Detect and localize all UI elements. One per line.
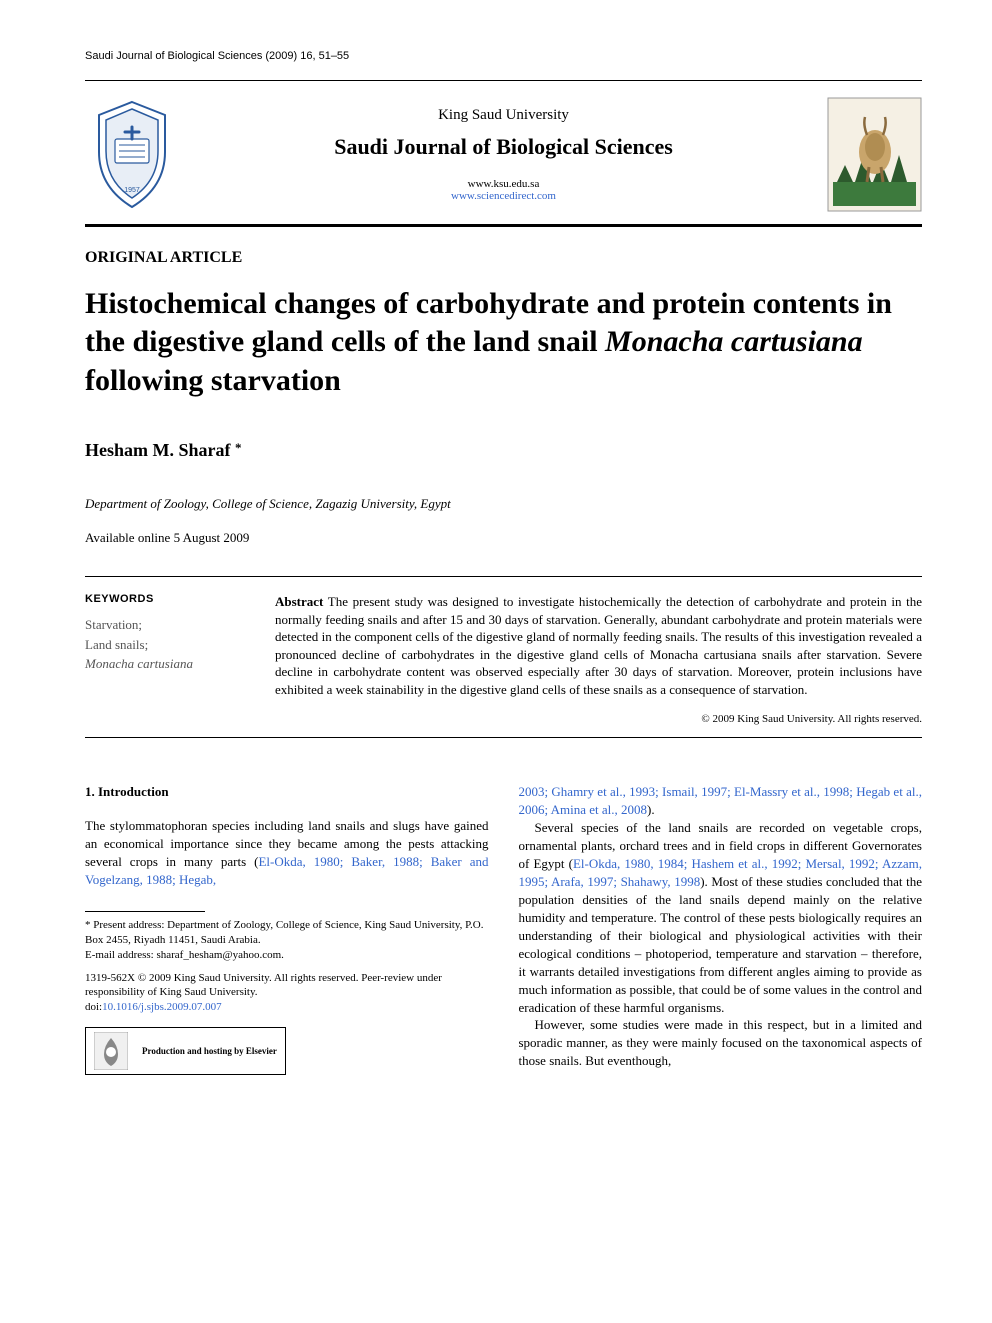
abstract-label: Abstract <box>275 594 323 609</box>
body-columns: 1. Introduction The stylommatophoran spe… <box>85 783 922 1075</box>
svg-text:1957: 1957 <box>124 187 140 194</box>
abstract-body: The present study was designed to invest… <box>275 594 922 697</box>
column-right: 2003; Ghamry et al., 1993; Ismail, 1997;… <box>519 783 923 1075</box>
abstract-text: Abstract The present study was designed … <box>275 593 922 698</box>
footnote-issn: 1319-562X © 2009 King Saud University. A… <box>85 971 489 1016</box>
title-italic: Monacha cartusiana <box>605 325 863 358</box>
journal-society: King Saud University <box>180 107 827 124</box>
article-type: ORIGINAL ARTICLE <box>85 249 922 267</box>
author-line: Hesham M. Sharaf * <box>85 440 922 461</box>
running-header: Saudi Journal of Biological Sciences (20… <box>85 50 922 62</box>
university-logo: 1957 <box>85 97 180 212</box>
journal-header: 1957 King Saud University Saudi Journal … <box>85 89 922 224</box>
abstract-column: Abstract The present study was designed … <box>275 593 922 727</box>
intro-para-1: The stylommatophoran species including l… <box>85 817 489 889</box>
corresponding-marker: * <box>235 440 242 455</box>
footnote-email: E-mail address: sharaf_hesham@yahoo.com. <box>85 949 284 961</box>
elsevier-block: Production and hosting by Elsevier <box>85 1027 286 1075</box>
divider-thick <box>85 224 922 227</box>
elsevier-logo-icon <box>94 1032 128 1070</box>
doi-prefix: doi: <box>85 1001 102 1013</box>
footnote-rule <box>85 911 205 912</box>
journal-links: www.ksu.edu.sa www.sciencedirect.com <box>180 178 827 202</box>
keywords-column: KEYWORDS Starvation; Land snails; Monach… <box>85 593 245 727</box>
footnote-issn-text: 1319-562X © 2009 King Saud University. A… <box>85 972 442 999</box>
section-heading-intro: 1. Introduction <box>85 783 489 801</box>
intro-para-1-cont: 2003; Ghamry et al., 1993; Ismail, 1997;… <box>519 783 923 819</box>
elsevier-text: Production and hosting by Elsevier <box>142 1045 277 1057</box>
footnote-corresponding: * Present address: Department of Zoology… <box>85 918 489 963</box>
keyword-3: Monacha cartusiana <box>85 654 245 674</box>
keywords-list: Starvation; Land snails; Monacha cartusi… <box>85 615 245 674</box>
keyword-2: Land snails; <box>85 635 245 655</box>
column-left: 1. Introduction The stylommatophoran spe… <box>85 783 489 1075</box>
keywords-heading: KEYWORDS <box>85 593 245 605</box>
article-title: Histochemical changes of carbohydrate an… <box>85 285 922 400</box>
abstract-block: KEYWORDS Starvation; Land snails; Monach… <box>85 576 922 738</box>
title-part-2: following starvation <box>85 364 341 397</box>
keyword-1: Starvation; <box>85 615 245 635</box>
intro-para-2: Several species of the land snails are r… <box>519 819 923 1016</box>
affiliation: Department of Zoology, College of Scienc… <box>85 496 922 512</box>
link-ksu[interactable]: www.ksu.edu.sa <box>468 178 540 190</box>
journal-cover-logo <box>827 97 922 212</box>
journal-center: King Saud University Saudi Journal of Bi… <box>180 107 827 202</box>
intro-text-2b: ). Most of these studies concluded that … <box>519 874 923 1015</box>
intro-para-3: However, some studies were made in this … <box>519 1016 923 1070</box>
divider-top-thin <box>85 80 922 81</box>
link-sciencedirect[interactable]: www.sciencedirect.com <box>451 190 556 202</box>
citation-link-2[interactable]: 2003; Ghamry et al., 1993; Ismail, 1997;… <box>519 784 923 817</box>
journal-name: Saudi Journal of Biological Sciences <box>180 134 827 160</box>
doi-link[interactable]: 10.1016/j.sjbs.2009.07.007 <box>102 1001 221 1013</box>
footnote-address: * Present address: Department of Zoology… <box>85 919 483 946</box>
citation-close-1: ). <box>647 802 655 817</box>
available-online: Available online 5 August 2009 <box>85 530 922 546</box>
author-name: Hesham M. Sharaf <box>85 440 235 460</box>
abstract-copyright: © 2009 King Saud University. All rights … <box>275 712 922 727</box>
